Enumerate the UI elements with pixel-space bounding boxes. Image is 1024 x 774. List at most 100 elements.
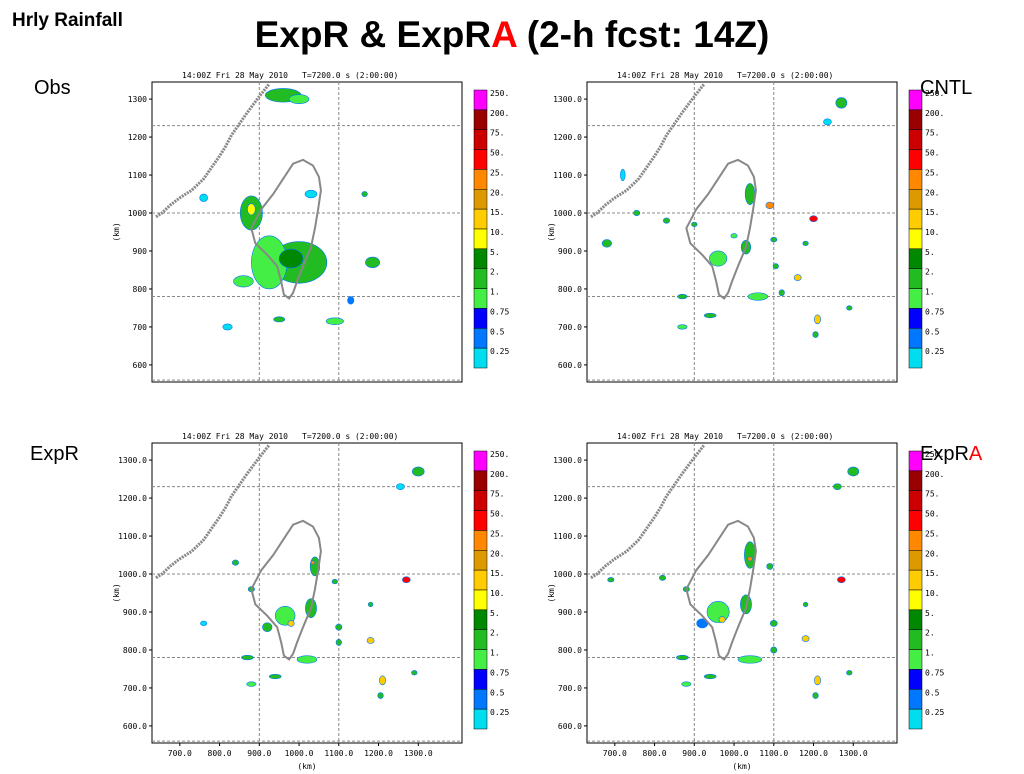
rain-cell [681,681,692,687]
rain-cell [846,305,853,311]
rain-cell [633,210,641,216]
legend-label: 75. [925,490,939,499]
y-tick-label: 700 [133,323,148,332]
y-tick-label: 1300.0 [118,456,147,465]
legend-label: 15. [925,208,939,217]
rain-cell [335,623,343,631]
legend-swatch [473,189,488,210]
x-tick-label: 1100.0 [324,749,353,758]
rain-cell [676,654,689,661]
legend-label: 0.5 [490,327,505,336]
legend-swatch [908,109,923,130]
rain-cell [730,233,738,239]
y-axis-label: (km) [547,583,556,602]
legend-swatch [908,208,923,230]
map-svg: 14:00Z Fri 28 May 2010 T=7200.0 s (2:00:0… [547,432,944,771]
y-tick-label: 1100.0 [553,171,582,180]
rain-cell [772,263,779,270]
legend-swatch [908,328,923,349]
legend-label: 200. [925,109,944,118]
x-axis-label: (km) [732,762,751,771]
rain-cell [766,563,774,570]
rain-cell [835,97,848,109]
taiwan-outline [250,519,322,661]
legend-swatch [908,589,923,611]
rain-cell [663,217,670,224]
x-tick-label: 700.0 [603,749,627,758]
rain-cell [747,292,769,301]
rain-cell [778,289,785,297]
rain-cell [231,559,239,566]
slide-corner-title: Hrly Rainfall [12,10,123,31]
plot-frame [151,442,463,744]
mainland-coastline [590,82,706,219]
rain-cell [200,620,208,626]
legend-label: 50. [490,149,504,158]
legend-label: 0.75 [490,307,509,316]
legend-label: 20. [490,188,504,197]
y-tick-label: 900.0 [558,608,582,617]
x-tick-label: 1000.0 [285,749,314,758]
legend-label: 75. [925,129,939,138]
rain-cell [365,256,381,268]
rain-cell [703,312,717,319]
rain-cell [402,576,411,584]
x-tick-label: 800.0 [643,749,667,758]
rain-cell [304,189,318,199]
panel-label-obs: Obs [34,77,71,100]
rain-cell [812,692,819,699]
rain-cell [833,483,842,491]
legend-swatch [473,708,488,730]
legend-label: 0.75 [490,668,509,677]
y-tick-label: 1100.0 [118,532,147,541]
map-svg: 14:00Z Fri 28 May 2010 T=7200.0 s (2:00:0… [547,71,944,383]
y-tick-label: 1000.0 [553,209,582,218]
rain-cell [222,323,233,331]
rain-cell [412,466,425,477]
legend-swatch [473,629,488,650]
y-tick-label: 600 [133,361,148,370]
y-tick-label: 700.0 [558,684,582,693]
rain-cell [199,193,208,202]
rain-cell [677,293,688,300]
panel-label-cntl: CNTL [920,77,972,100]
panel-label-expra: ExpRA [920,443,982,466]
map-svg: 14:00Z Fri 28 May 2010 T=7200.0 s (2:00:0… [112,432,509,771]
rain-cell [765,201,775,210]
x-tick-label: 1300.0 [404,749,433,758]
legend-label: 200. [490,109,509,118]
y-tick-label: 900 [133,247,148,256]
rain-cell [703,673,717,680]
x-tick-label: 1100.0 [759,749,788,758]
legend-label: 0.5 [490,688,505,697]
rain-cell [331,579,338,585]
rain-cell [620,169,626,182]
y-tick-label: 600.0 [558,361,582,370]
y-tick-label: 1100.0 [553,532,582,541]
legend-swatch [908,470,923,491]
legend-label: 75. [490,129,504,138]
x-tick-label: 900.0 [682,749,706,758]
legend-label: 0.25 [925,708,944,717]
legend-swatch [473,510,488,531]
rain-cell [377,692,384,699]
legend-swatch [908,288,923,309]
y-axis-label: (km) [112,583,121,602]
legend-label: 10. [490,589,504,598]
legend-label: 5. [925,609,935,618]
legend-swatch [908,450,923,472]
rain-cell [809,215,818,223]
rainfall-map-expr: 14:00Z Fri 28 May 2010 T=7200.0 s (2:00:0… [105,429,535,771]
legend-label: 2. [925,268,935,277]
rain-cell [247,203,256,216]
rain-cell [607,577,615,583]
rain-cell [262,622,273,633]
rain-cell [747,556,753,562]
legend-swatch [473,669,488,690]
y-axis-label: (km) [112,222,121,241]
y-axis-label: (km) [547,222,556,241]
legend-label: 250. [925,450,944,459]
legend-swatch [473,129,488,150]
rain-cell [366,637,375,644]
header-timestep: T=7200.0 s (2:00:00) [302,432,398,441]
